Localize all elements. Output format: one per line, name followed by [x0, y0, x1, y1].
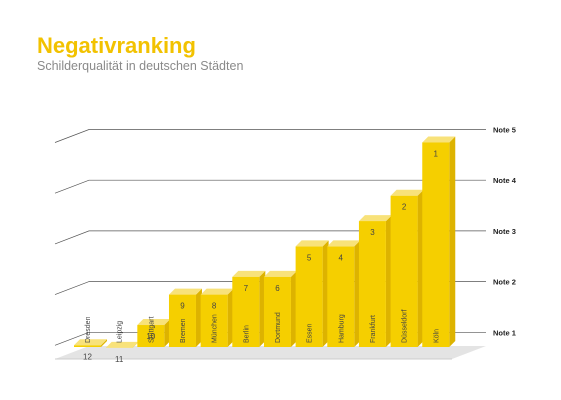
bar-rank-label: 5	[307, 253, 312, 262]
y-tick-label: Note 2	[493, 278, 516, 287]
bar-top	[358, 215, 392, 222]
bar-top	[263, 270, 297, 277]
bar-rank-label: 12	[83, 352, 92, 361]
bar-side	[354, 240, 361, 347]
bar	[422, 142, 450, 347]
gridline-note-3	[54, 230, 486, 245]
bar-rank-label: 4	[339, 253, 344, 262]
chart-floor	[55, 346, 486, 359]
bar	[263, 276, 291, 347]
bar	[295, 246, 323, 347]
bar-top	[200, 288, 234, 295]
bar-top	[295, 240, 329, 247]
bar-side	[290, 270, 297, 347]
bar-side	[195, 288, 202, 347]
category-label: Dresden	[85, 316, 92, 343]
bar-side	[164, 319, 171, 347]
bar-side	[101, 339, 107, 347]
bar-rank-label: 8	[212, 302, 217, 311]
bar-rank-label: 10	[146, 332, 155, 341]
bar	[232, 276, 260, 347]
bar-rank-label: 11	[115, 355, 124, 364]
bar-top	[327, 240, 361, 247]
bar	[200, 294, 228, 347]
category-label: Köln	[433, 329, 440, 343]
category-label: Dortmund	[275, 312, 282, 343]
bar-top	[390, 189, 424, 196]
bar-side	[322, 240, 329, 347]
bar-rank-label: 3	[370, 228, 375, 237]
category-label: Stuttgart	[148, 316, 155, 343]
bar-top	[137, 319, 171, 326]
category-label: Düsseldorf	[402, 309, 409, 343]
y-tick-label: Note 5	[493, 126, 516, 135]
bar	[358, 221, 386, 347]
category-label: Essen	[307, 323, 314, 343]
category-label: Bremen	[180, 318, 187, 343]
y-tick-label: Note 1	[493, 328, 516, 337]
bar-top	[168, 288, 202, 295]
category-label: Hamburg	[338, 314, 345, 343]
bar-side	[449, 136, 456, 347]
bar-side	[385, 215, 392, 347]
gridline-note-4	[54, 179, 486, 194]
category-label: Frankfurt	[370, 315, 377, 343]
bar	[168, 294, 196, 347]
chart-subtitle: Schilderqualität in deutschen Städten	[37, 59, 244, 73]
bar-rank-label: 9	[180, 302, 185, 311]
bar-side	[417, 189, 424, 347]
chart-title: Negativranking	[37, 33, 196, 58]
bar-top	[422, 136, 456, 143]
bar-top	[105, 341, 139, 348]
bar-rank-label: 6	[275, 284, 280, 293]
category-label: Leipzig	[117, 321, 124, 343]
gridline-note-5	[54, 129, 486, 143]
category-label: München	[212, 314, 219, 343]
bar	[74, 345, 101, 347]
bar	[137, 325, 165, 347]
bar-top	[232, 270, 266, 277]
y-tick-label: Note 3	[493, 227, 516, 236]
bar-side	[259, 270, 266, 347]
bar	[390, 195, 418, 347]
category-label: Berlin	[243, 325, 250, 343]
y-tick-label: Note 4	[493, 176, 517, 185]
bar-rank-label: 1	[434, 150, 439, 159]
bar-rank-label: 2	[402, 203, 407, 212]
bar	[327, 246, 355, 347]
bar-side	[227, 288, 234, 347]
bar-top	[74, 339, 107, 346]
bar-rank-label: 7	[244, 284, 249, 293]
